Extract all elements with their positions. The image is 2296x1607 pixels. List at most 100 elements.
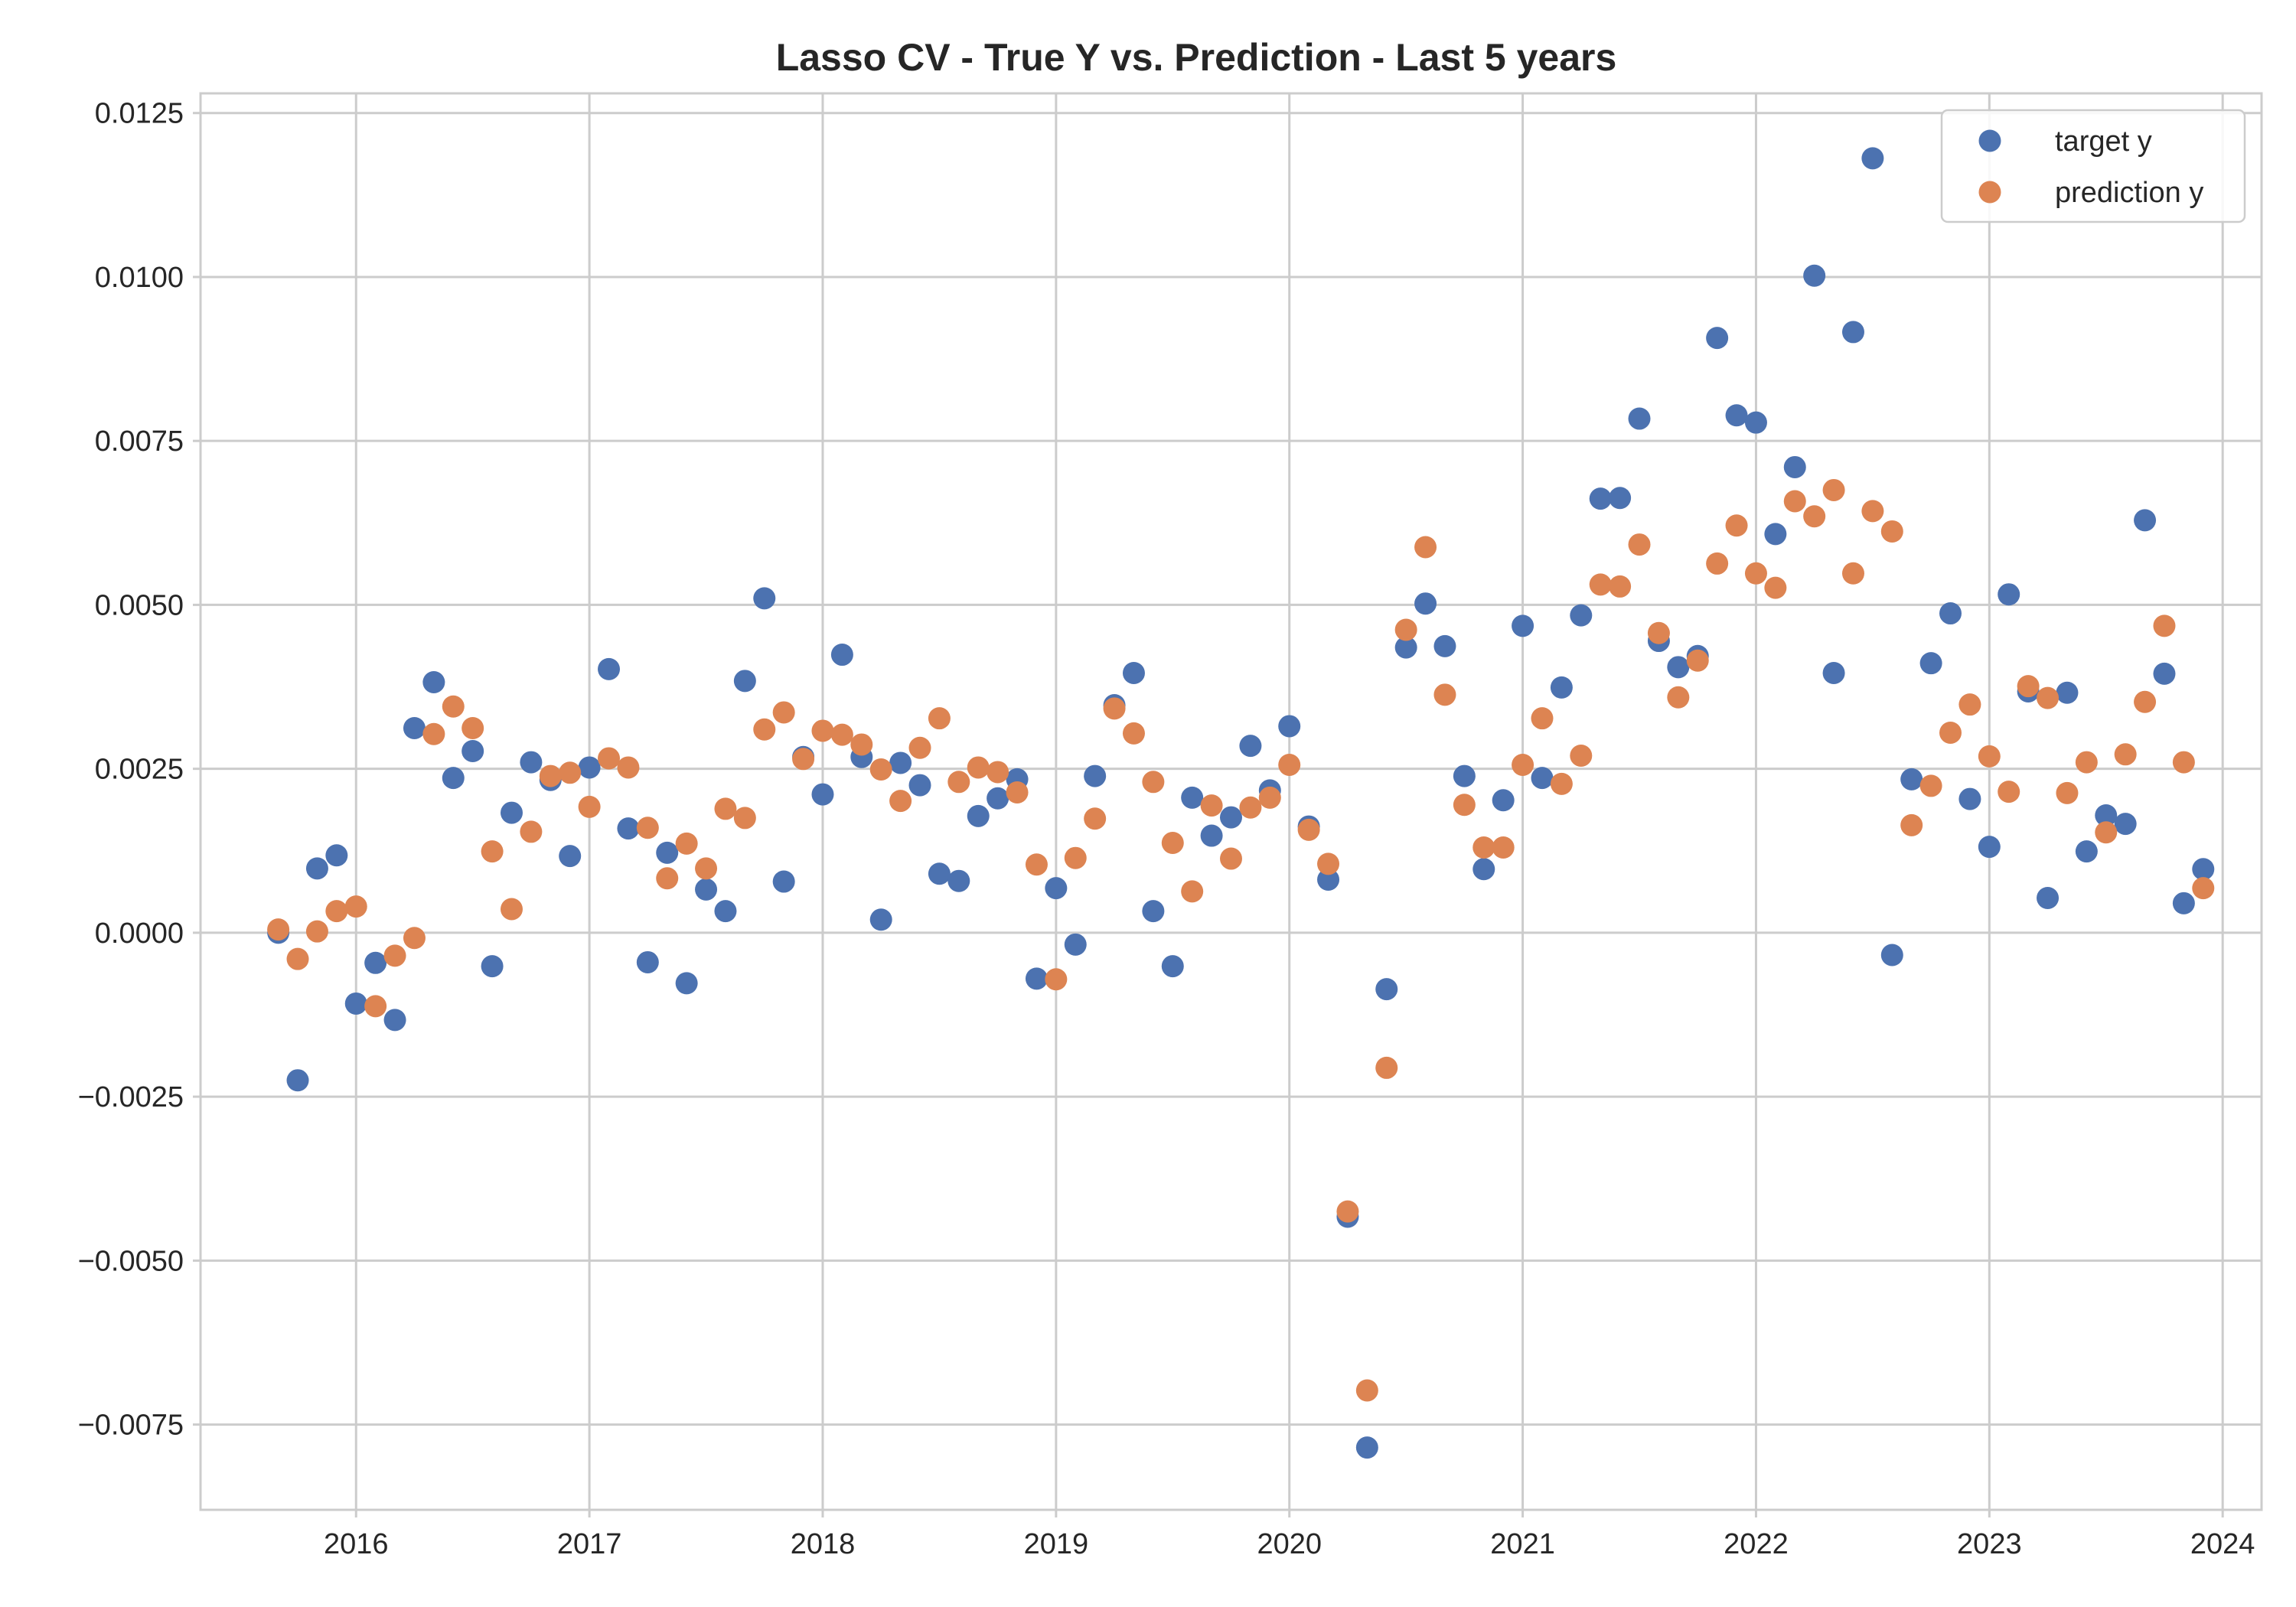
data-point [928, 862, 951, 885]
data-point [2172, 892, 2195, 914]
data-point [500, 801, 523, 824]
data-point [1531, 767, 1554, 790]
legend-box [1940, 109, 2246, 223]
data-point [305, 920, 328, 943]
data-point [286, 1069, 309, 1092]
data-point [1122, 722, 1145, 745]
data-point [305, 857, 328, 880]
data-point [714, 900, 737, 923]
data-point [1394, 618, 1417, 641]
data-points [267, 147, 2215, 1459]
data-point [364, 995, 387, 1018]
data-point [1064, 846, 1087, 869]
data-point [1258, 786, 1281, 809]
y-tick-label: −0.0050 [78, 1245, 184, 1277]
data-point [947, 869, 970, 892]
x-tick-label: 2021 [1490, 1528, 1555, 1560]
data-point [1647, 621, 1670, 644]
plot-frame [199, 92, 2263, 1511]
data-point [1220, 806, 1242, 829]
data-point [1628, 533, 1651, 556]
data-point [1239, 796, 1262, 819]
data-point [1414, 536, 1437, 559]
data-point [617, 817, 640, 840]
data-point [442, 695, 465, 718]
data-point [1161, 955, 1184, 978]
y-tick-label: 0.0125 [95, 98, 184, 130]
x-tick-label: 2023 [1957, 1528, 2022, 1560]
data-point [908, 774, 931, 797]
data-point [2056, 681, 2079, 704]
data-point [1570, 745, 1593, 768]
data-point [344, 992, 367, 1015]
data-point [908, 736, 931, 759]
y-tick-label: 0.0100 [95, 262, 184, 294]
data-point [792, 748, 815, 771]
data-point [1783, 490, 1806, 513]
data-point [1725, 514, 1748, 537]
data-point [1609, 575, 1632, 598]
data-point [2192, 858, 2215, 881]
data-point [1200, 824, 1223, 847]
x-tick-label: 2017 [557, 1528, 622, 1560]
grid-lines [201, 93, 2262, 1510]
series-target-y [267, 147, 2215, 1459]
data-point [1142, 900, 1165, 923]
data-point [830, 644, 853, 667]
data-point [1414, 592, 1437, 615]
data-point [1998, 781, 2020, 804]
data-point [850, 733, 873, 756]
data-point [383, 1009, 406, 1032]
data-point [1239, 735, 1262, 758]
data-point [461, 717, 484, 740]
data-point [364, 951, 387, 974]
data-point [422, 671, 445, 694]
x-tick-label: 2018 [791, 1528, 856, 1560]
data-point [598, 747, 621, 770]
data-point [2075, 840, 2098, 863]
data-point [1006, 781, 1029, 804]
data-point [2153, 614, 2176, 637]
data-point [2095, 821, 2118, 844]
data-point [1667, 686, 1690, 709]
data-point [1706, 552, 1729, 575]
data-point [656, 841, 679, 864]
data-point [267, 918, 290, 941]
data-point [772, 701, 795, 724]
data-point [1958, 787, 1981, 810]
data-point [636, 817, 659, 839]
data-point [500, 898, 523, 921]
data-point [1998, 583, 2020, 606]
data-point [675, 832, 698, 855]
legend: target y prediction y [1940, 109, 2246, 223]
data-point [578, 756, 601, 779]
legend-marker [1978, 129, 2001, 152]
data-point [1744, 411, 1767, 434]
data-point [733, 807, 756, 830]
data-point [695, 857, 718, 880]
data-point [1492, 789, 1515, 812]
data-point [1394, 636, 1417, 659]
data-point [947, 771, 970, 794]
data-point [656, 867, 679, 890]
legend-label: prediction y [2055, 177, 2203, 209]
data-point [1355, 1436, 1378, 1459]
data-point [2134, 690, 2157, 713]
chart-title: Lasso CV - True Y vs. Prediction - Last … [776, 36, 1617, 79]
data-point [2153, 662, 2176, 685]
x-tick-label: 2022 [1724, 1528, 1789, 1560]
data-point [811, 719, 834, 742]
plot-background [201, 93, 2262, 1510]
data-point [2172, 751, 2195, 774]
data-point [1570, 604, 1593, 627]
data-point [1978, 745, 2001, 768]
y-tick-label: 0.0075 [95, 425, 184, 458]
data-point [1589, 573, 1612, 596]
data-point [1278, 715, 1301, 738]
data-point [598, 657, 621, 680]
data-point [1686, 649, 1709, 672]
data-point [2114, 743, 2137, 766]
data-point [520, 751, 543, 774]
data-point [1803, 264, 1826, 287]
